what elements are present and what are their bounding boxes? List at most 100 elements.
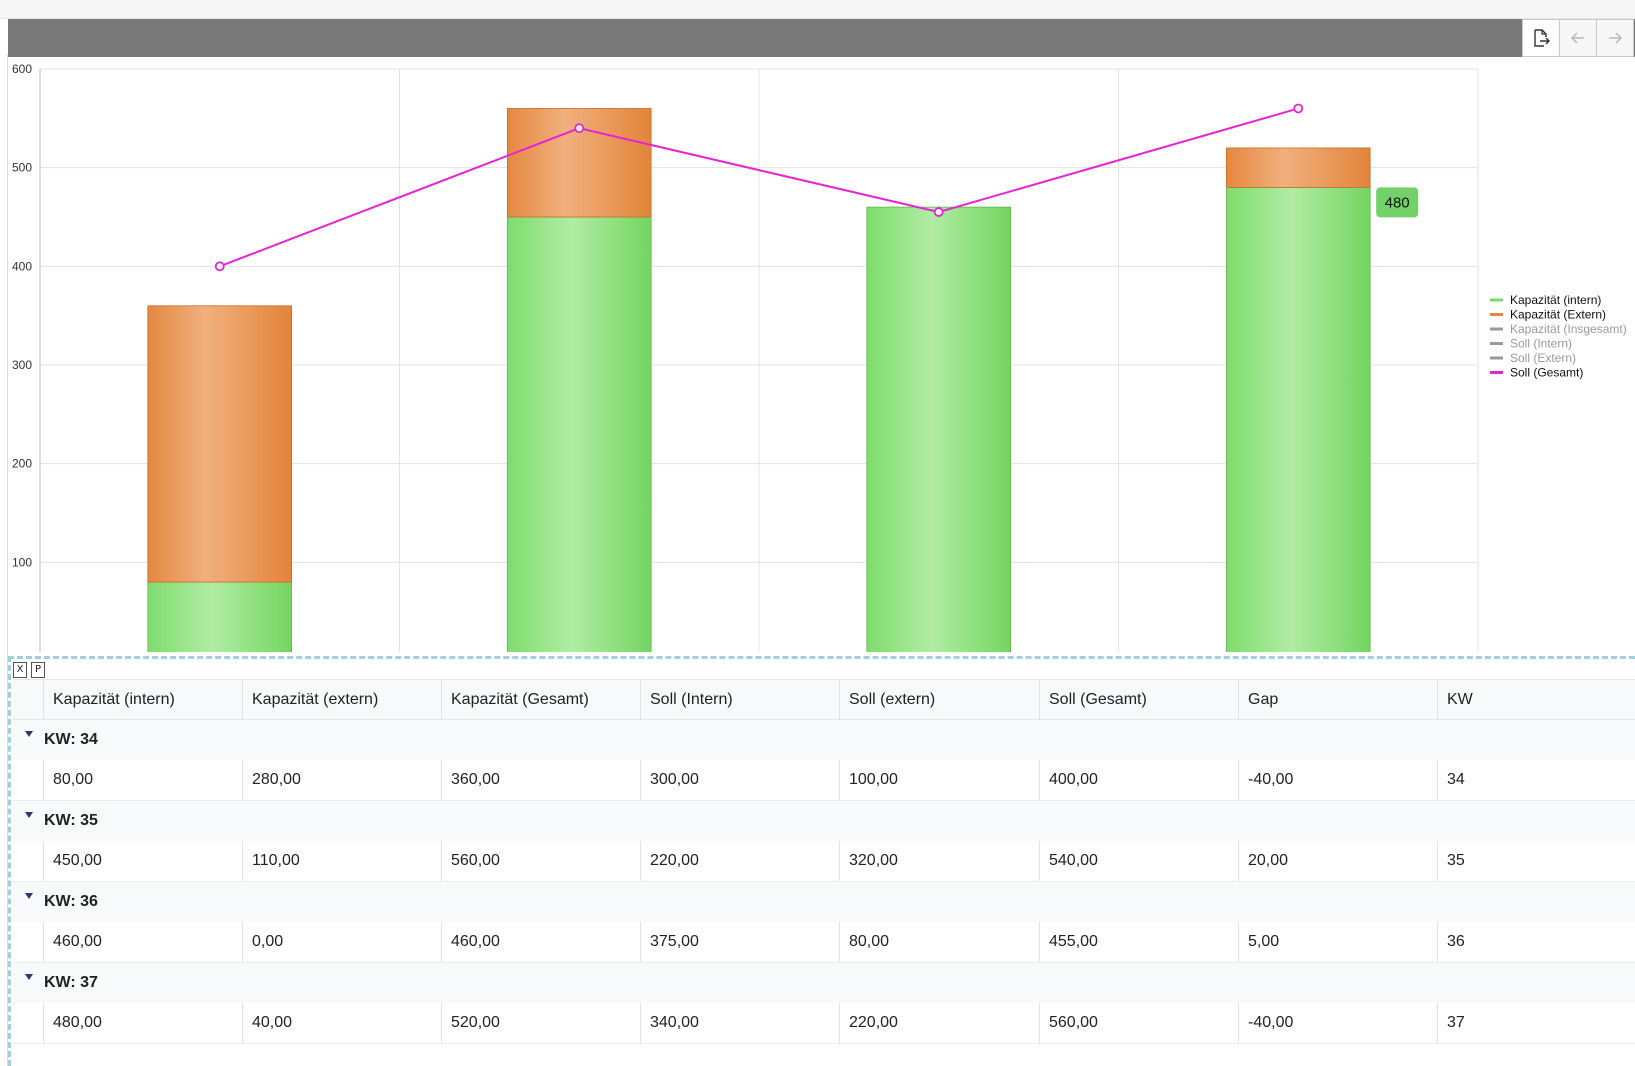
table-cell[interactable]: 40,00 <box>242 1003 441 1043</box>
previous-button[interactable] <box>1559 19 1597 57</box>
splitter-horizontal[interactable] <box>8 656 1635 659</box>
bar-segment <box>147 581 293 652</box>
y-tick-label: 400 <box>12 259 32 273</box>
table-cell[interactable]: 400,00 <box>1039 760 1238 800</box>
column-header-label: Gap <box>1248 690 1279 708</box>
table-cell[interactable]: 5,00 <box>1238 922 1437 962</box>
chart-tooltip: 480 <box>1376 187 1419 218</box>
table-cell[interactable]: 460,00 <box>43 922 242 962</box>
table-cell[interactable]: 560,00 <box>441 841 640 881</box>
bar-segment <box>506 216 652 652</box>
table-cell[interactable]: 110,00 <box>242 841 441 881</box>
tooltip-text: 480 <box>1385 194 1410 211</box>
table-cell[interactable]: 34 <box>1437 760 1635 800</box>
plot-labels: 010020030040050060034353637 <box>12 62 32 569</box>
y-tick-label: 600 <box>12 62 32 76</box>
group-row[interactable]: KW: 37 <box>13 963 1635 1003</box>
legend-item[interactable]: Kapazität (Insgesamt) <box>1510 322 1627 336</box>
table-cell[interactable]: 20,00 <box>1238 841 1437 881</box>
collapse-caret-icon[interactable] <box>25 974 33 980</box>
pdf-export-button[interactable]: P <box>31 662 45 678</box>
legend-item[interactable]: Soll (Intern) <box>1510 337 1572 351</box>
excel-export-button[interactable]: X <box>13 662 27 678</box>
table-cell[interactable]: 560,00 <box>1039 1003 1238 1043</box>
table-cell[interactable]: 540,00 <box>1039 841 1238 881</box>
table-cell[interactable]: 37 <box>1437 1003 1635 1043</box>
column-header[interactable]: Soll (Gesamt) <box>1039 680 1238 719</box>
table-cell[interactable]: 375,00 <box>640 922 839 962</box>
group-label: KW: 34 <box>44 731 98 748</box>
tooltip-box <box>1376 187 1419 218</box>
group-row[interactable]: KW: 34 <box>13 720 1635 760</box>
column-header-label: Soll (Intern) <box>650 690 733 708</box>
table-cell[interactable]: 450,00 <box>43 841 242 881</box>
bar-segment <box>147 305 293 583</box>
bar-segment <box>1225 147 1371 188</box>
column-header[interactable]: Gap <box>1238 680 1437 719</box>
arrow-left-icon <box>1570 32 1584 44</box>
line-point <box>574 123 585 134</box>
bar-segment <box>1225 186 1371 652</box>
table-row[interactable]: 450,00 110,00 560,00 220,00 320,00 540,00 20,0… <box>13 841 1635 882</box>
group-label: KW: 36 <box>44 893 98 910</box>
column-header[interactable]: Soll (extern) <box>839 680 1039 719</box>
bar-segment <box>506 108 652 218</box>
legend-item[interactable]: Kapazität (Extern) <box>1510 308 1606 322</box>
table-cell[interactable]: 340,00 <box>640 1003 839 1043</box>
collapse-caret-icon[interactable] <box>25 812 33 818</box>
table-cell[interactable]: 480,00 <box>43 1003 242 1043</box>
splitter-vertical <box>8 656 11 1066</box>
table-cell[interactable]: -40,00 <box>1238 760 1437 800</box>
arrow-right-icon <box>1609 32 1623 44</box>
table-cell[interactable]: 100,00 <box>839 760 1039 800</box>
top-strip <box>0 0 1635 19</box>
table-cell[interactable]: -40,00 <box>1238 1003 1437 1043</box>
table-cell[interactable]: 300,00 <box>640 760 839 800</box>
line-point <box>214 261 225 272</box>
capacity-chart: 010020030040050060034353637 Kapazität (i… <box>12 62 1627 652</box>
chart-legend: Kapazität (intern)Kapazität (Extern)Kapa… <box>1490 293 1627 380</box>
export-button[interactable] <box>1522 19 1560 57</box>
table-cell[interactable]: 460,00 <box>441 922 640 962</box>
next-button[interactable] <box>1596 19 1634 57</box>
table-cell[interactable]: 455,00 <box>1039 922 1238 962</box>
y-tick-label: 500 <box>12 161 32 175</box>
column-header-label: Soll (extern) <box>849 690 936 708</box>
table-cell[interactable]: 80,00 <box>839 922 1039 962</box>
table-cell[interactable]: 0,00 <box>242 922 441 962</box>
table-row[interactable]: 460,00 0,00 460,00 375,00 80,00 455,00 5,00 36 <box>13 922 1635 963</box>
line-point <box>1293 103 1304 114</box>
column-header[interactable]: Kapazität (intern) <box>43 680 242 719</box>
group-row[interactable]: KW: 36 <box>13 882 1635 922</box>
table-cell[interactable]: 220,00 <box>839 1003 1039 1043</box>
table-cell[interactable]: 35 <box>1437 841 1635 881</box>
column-header-label: Kapazität (intern) <box>53 690 175 708</box>
table-cell[interactable]: 320,00 <box>839 841 1039 881</box>
table-cell[interactable]: 36 <box>1437 922 1635 962</box>
column-header[interactable]: Kapazität (extern) <box>242 680 441 719</box>
column-header[interactable]: Soll (Intern) <box>640 680 839 719</box>
pdf-export-icon: P <box>34 664 42 675</box>
collapse-caret-icon[interactable] <box>25 893 33 899</box>
table-cell[interactable]: 360,00 <box>441 760 640 800</box>
collapse-caret-icon[interactable] <box>25 731 33 737</box>
column-header-label: Soll (Gesamt) <box>1049 690 1147 708</box>
column-header[interactable]: Kapazität (Gesamt) <box>441 680 640 719</box>
left-border <box>7 55 8 1066</box>
table-row[interactable]: 480,00 40,00 520,00 340,00 220,00 560,00 -40,0… <box>13 1003 1635 1044</box>
legend-item[interactable]: Kapazität (intern) <box>1510 293 1601 307</box>
column-header-label: KW <box>1447 690 1473 708</box>
table-cell[interactable]: 80,00 <box>43 760 242 800</box>
legend-item[interactable]: Soll (Gesamt) <box>1510 366 1583 380</box>
chart-toolbar <box>8 19 1635 57</box>
group-row[interactable]: KW: 35 <box>13 801 1635 841</box>
line-series <box>219 107 1299 268</box>
excel-export-icon: X <box>16 664 24 675</box>
legend-item[interactable]: Soll (Extern) <box>1510 351 1576 365</box>
table-cell[interactable]: 220,00 <box>640 841 839 881</box>
column-header[interactable]: KW <box>1437 680 1635 719</box>
table-cell[interactable]: 280,00 <box>242 760 441 800</box>
table-cell[interactable]: 520,00 <box>441 1003 640 1043</box>
table-row[interactable]: 80,00 280,00 360,00 300,00 100,00 400,00 -40,0… <box>13 760 1635 801</box>
export-icon <box>1534 29 1550 47</box>
